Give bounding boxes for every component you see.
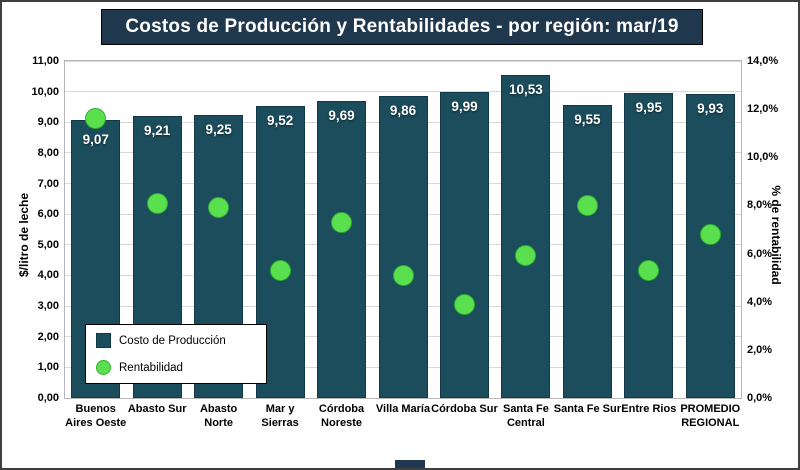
left-axis-tick: 5,00 [37,238,59,251]
category-label: Córdoba Sur [431,403,498,415]
category-label: Abasto Norte [199,403,238,429]
right-axis-tick: 10,0% [747,151,779,164]
chart-title-box: Costos de Producción y Rentabilidades - … [101,9,703,45]
legend-label-cost: Costo de Producción [119,334,226,347]
left-axis-tick: 1,00 [37,361,59,374]
bar-value-label: 10,53 [509,82,543,98]
rentabilidad-dot [147,193,168,214]
category-label: Villa María [375,403,431,415]
category-label: Abasto Sur [127,403,187,415]
right-axis-tick: 12,0% [747,103,779,116]
right-axis-tick: 8,0% [747,199,773,212]
rentabilidad-dot [331,212,352,233]
left-axis-tick: 6,00 [37,208,59,221]
right-axis-tick: 6,0% [747,247,773,260]
legend-label-rentabilidad: Rentabilidad [119,361,183,374]
bar-value-label: 9,95 [635,100,662,116]
rentabilidad-dot [577,195,598,216]
rentabilidad-dot [393,265,414,286]
category-label: Entre Rios [621,403,677,415]
cost-bar [686,94,735,398]
rentabilidad-dot [454,294,475,315]
legend: Costo de Producción Rentabilidad [85,324,267,384]
category-label: Santa Fe Central [502,403,549,429]
cost-bar [379,96,428,398]
left-axis-tick: 2,00 [37,330,59,343]
rentabilidad-dot [515,245,536,266]
category-label: Santa Fe Sur [553,403,621,415]
legend-item-rentabilidad: Rentabilidad [96,360,256,375]
chart-title: Costos de Producción y Rentabilidades - … [125,16,679,37]
legend-item-cost: Costo de Producción [96,333,256,348]
left-axis-tick: 0,00 [37,392,59,404]
right-axis-tick: 2,0% [747,343,773,356]
bar-value-label: 9,93 [697,100,724,116]
left-axis-tick: 10,00 [31,85,59,98]
footer-stub [395,460,425,468]
cost-bar [624,93,673,398]
right-axis-tick: 4,0% [747,295,773,308]
rentabilidad-dot [700,224,721,245]
gridline [65,91,741,93]
left-axis-tick: 3,00 [37,300,59,313]
gridline [65,60,741,62]
right-axis-title: % de rentabilidad [769,185,783,285]
dot-swatch-icon [96,360,111,375]
category-label: PROMEDIO REGIONAL [680,403,741,429]
bar-value-label: 9,69 [328,108,355,124]
category-label: Córdoba Noreste [318,403,365,429]
bar-value-label: 9,07 [82,132,109,148]
bar-value-label: 9,99 [451,98,478,114]
rentabilidad-dot [638,260,659,281]
bar-value-label: 9,55 [574,112,601,128]
rentabilidad-dot [270,260,291,281]
plot-area: Costo de Producción Rentabilidad 0,00 1,0… [31,55,778,429]
bar-value-label: 9,25 [205,121,232,137]
category-label: Buenos Aires Oeste [65,403,127,429]
cost-bar [563,105,612,398]
cost-bar [501,75,550,398]
right-axis-tick: 0,0% [747,392,773,404]
left-axis-tick: 7,00 [37,177,59,190]
rentabilidad-dot [85,108,106,129]
right-axis-tick: 14,0% [747,55,779,67]
left-axis-tick: 4,00 [37,269,59,282]
bar-value-label: 9,52 [266,113,294,129]
left-axis-tick: 9,00 [37,116,59,129]
rentabilidad-dot [208,197,229,218]
left-axis-tick: 11,00 [32,55,59,67]
cost-bar [440,92,489,398]
left-axis-title: $/litro de leche [17,192,31,278]
cost-bar [317,101,366,398]
bar-value-label: 9,86 [389,102,417,118]
bar-value-label: 9,21 [144,122,171,138]
left-axis-tick: 8,00 [37,146,59,159]
category-label: Mar y Sierras [261,403,299,429]
bar-swatch-icon [96,333,111,348]
